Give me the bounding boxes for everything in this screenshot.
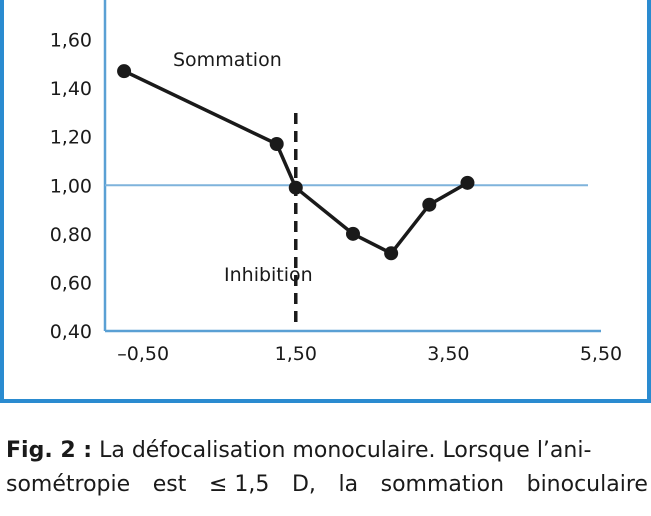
data-point [346,226,360,241]
figure-caption: Fig. 2 : La défocalisation monoculaire. … [6,434,648,502]
figure-border [0,0,651,403]
x-tick-label: 1,50 [275,343,317,365]
caption-text-1: La défocalisation monoculaire. Lorsque l… [99,438,592,463]
y-tick-label: 1,60 [50,30,92,52]
caption-line-1: Fig. 2 : La défocalisation monoculaire. … [6,434,648,468]
x-tick-label: 5,50 [580,343,622,365]
caption-word: D, [291,472,316,497]
caption-word: sométropie [6,472,131,497]
caption-word: binoculaire [526,472,648,497]
caption-word: la [338,472,359,497]
caption-label: Fig. 2 : [6,438,93,463]
data-point [384,246,399,261]
caption-word: sommation [380,472,505,497]
y-tick-label: 1,40 [50,78,92,100]
y-tick-label: 0,40 [50,321,92,343]
data-point [117,64,132,79]
data-point [269,137,284,151]
y-tick-label: 0,60 [50,272,92,294]
y-tick-label: 1,20 [50,127,92,149]
y-tick-label: 0,80 [50,224,92,246]
annotation-sommation: Sommation [173,49,282,71]
data-point [460,175,475,190]
caption-word: est [152,472,187,497]
caption-line-2: sométropie est ≤ 1,5 D, la sommation binoculai… [6,468,648,502]
defocus-chart: 0,40 0,60 0,80 1,00 1,20 1,40 1,60 –0,50 1,50 3,5… [0,0,651,403]
data-point [422,197,437,212]
data-point [288,180,303,195]
caption-word: ≤ 1,5 [208,472,270,497]
x-tick-label: –0,50 [117,343,169,365]
x-tick-label: 3,50 [427,343,469,365]
annotation-inhibition: Inhibition [224,264,313,286]
figure-frame: 0,40 0,60 0,80 1,00 1,20 1,40 1,60 –0,50 1,50 3,5… [0,0,651,403]
y-tick-label: 1,00 [50,175,92,197]
